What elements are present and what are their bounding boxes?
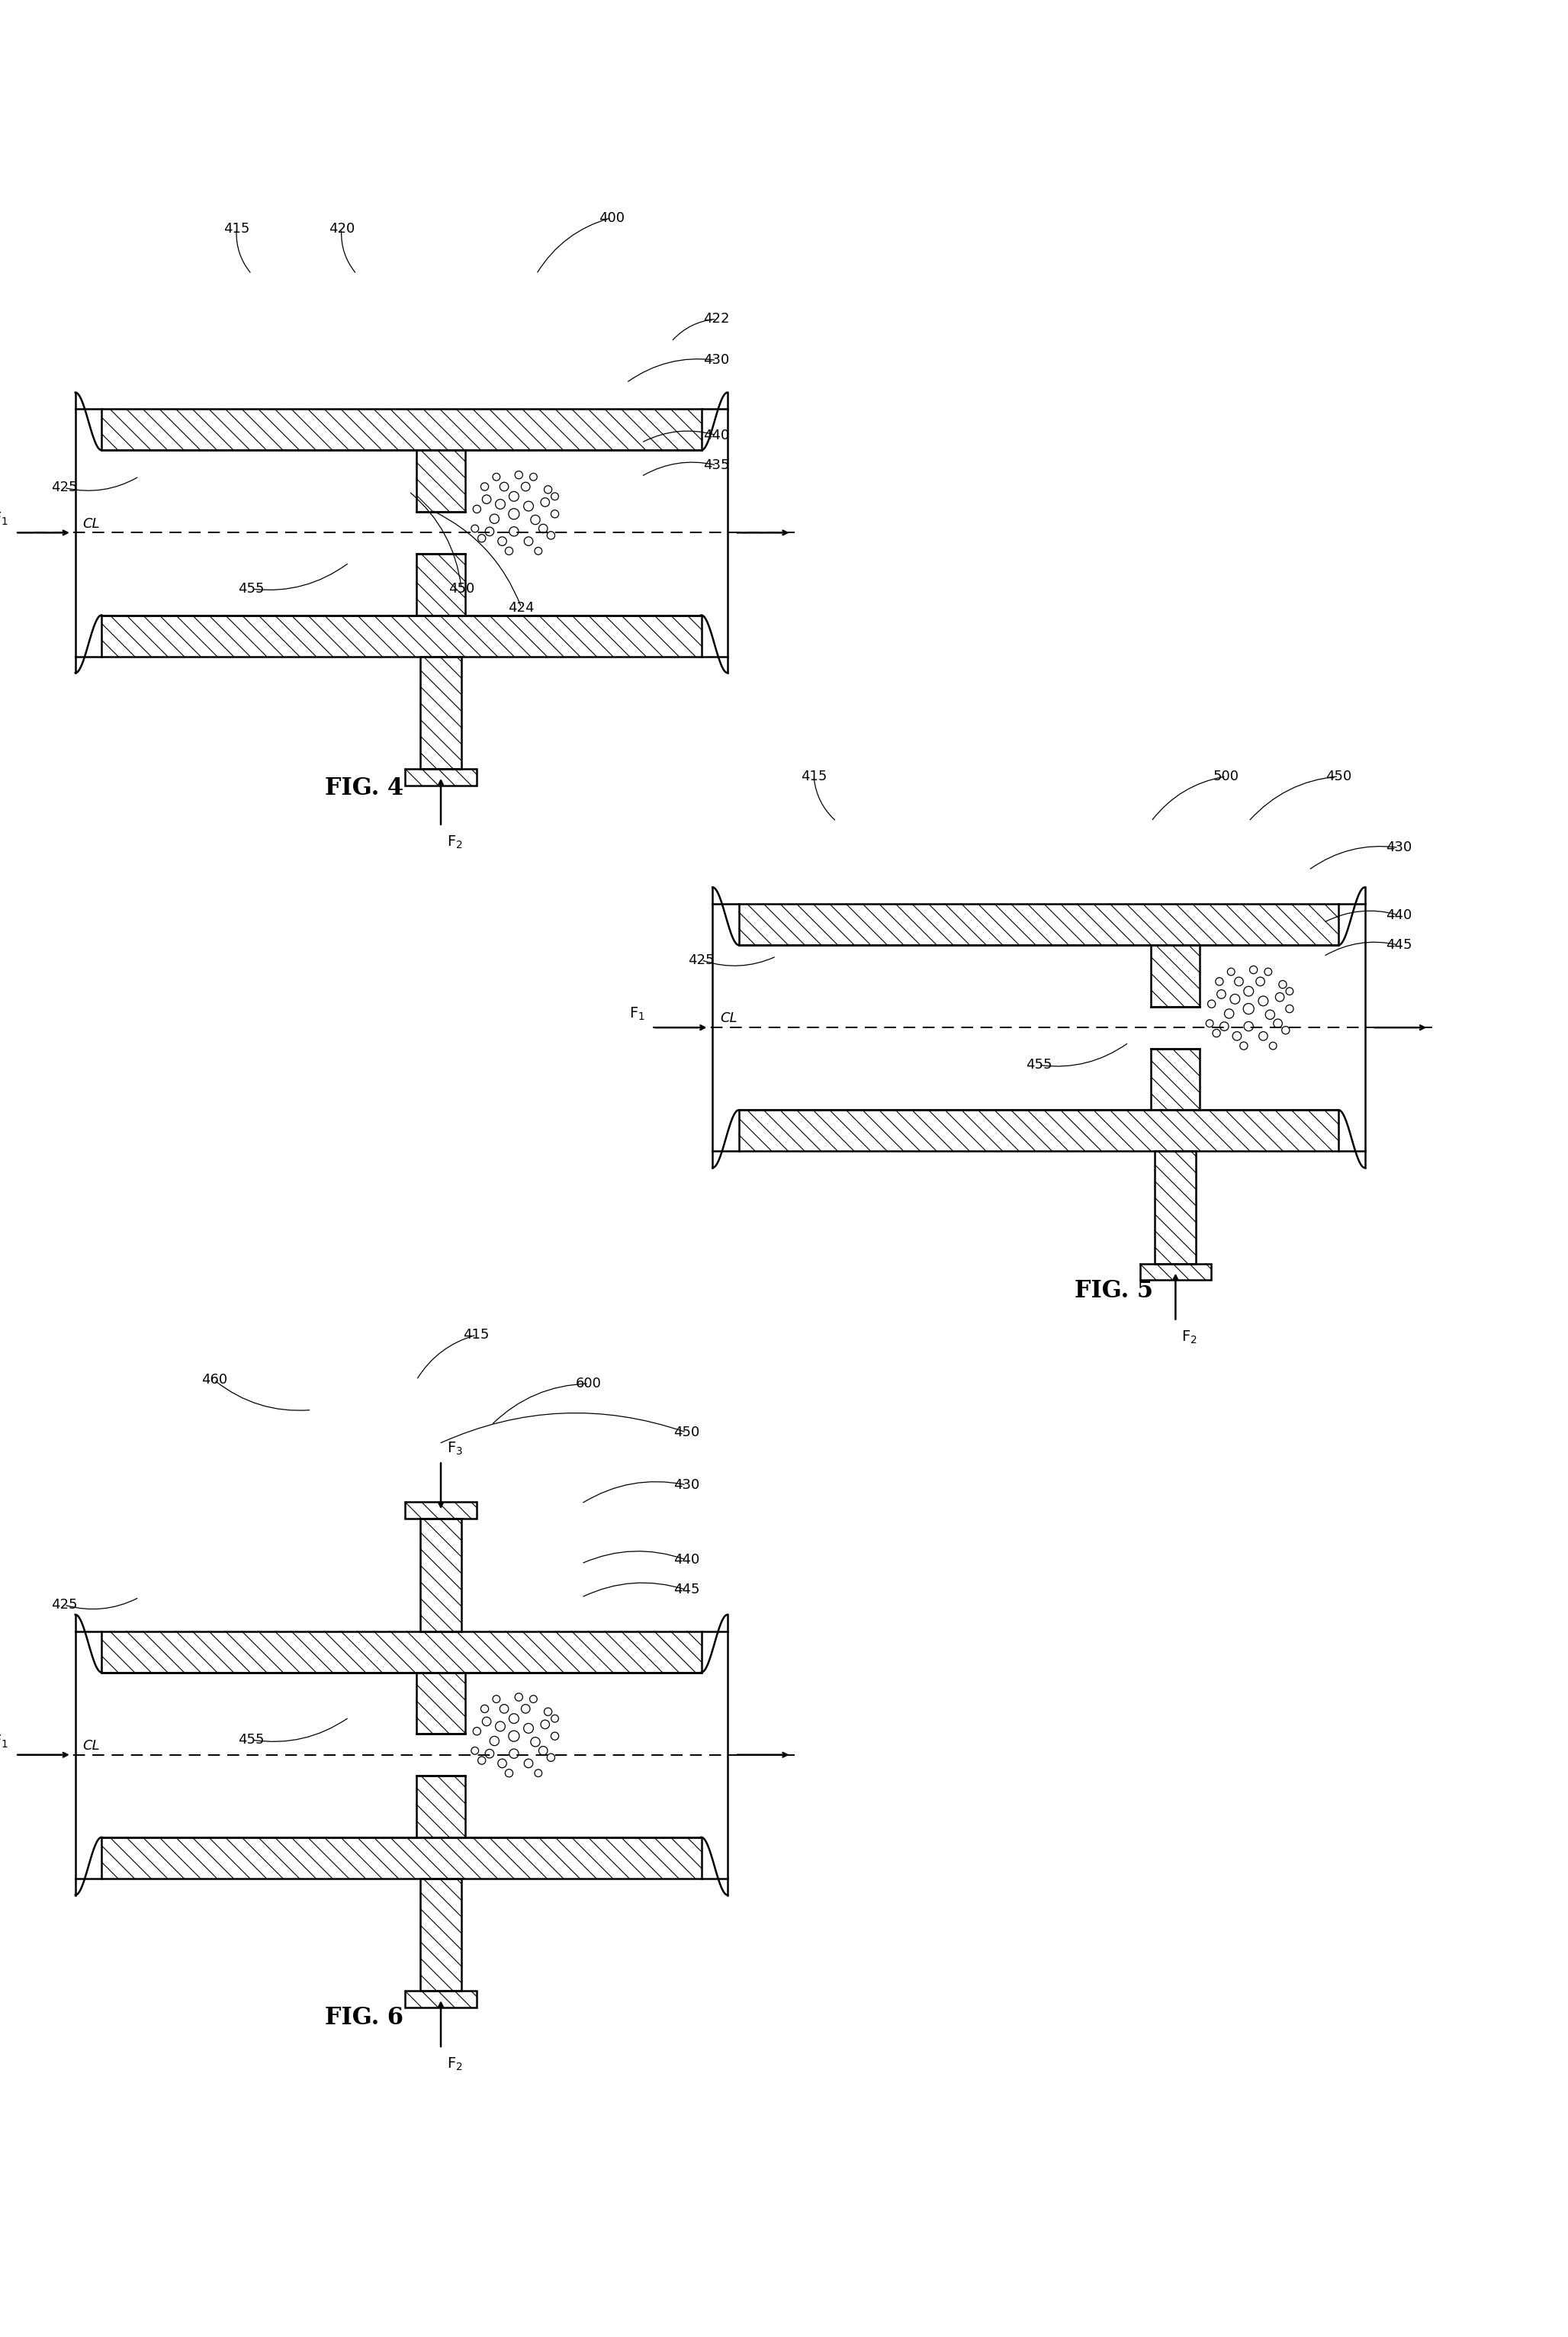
Polygon shape <box>405 769 477 785</box>
Text: 455: 455 <box>238 1734 265 1746</box>
Text: 415: 415 <box>463 1327 489 1341</box>
Polygon shape <box>417 1673 466 1734</box>
Polygon shape <box>102 409 701 451</box>
Text: 450: 450 <box>448 582 475 596</box>
Text: 450: 450 <box>673 1426 699 1440</box>
Polygon shape <box>1151 944 1200 1007</box>
Text: 450: 450 <box>1325 769 1352 783</box>
Polygon shape <box>739 1110 1339 1152</box>
Polygon shape <box>1151 1049 1200 1110</box>
Text: FIG. 6: FIG. 6 <box>325 2005 403 2029</box>
Text: CL: CL <box>720 1012 737 1026</box>
Polygon shape <box>420 657 461 769</box>
Text: 500: 500 <box>1214 769 1239 783</box>
Text: 422: 422 <box>702 313 729 325</box>
Text: 425: 425 <box>688 953 715 968</box>
Text: $\mathregular{F_1}$: $\mathregular{F_1}$ <box>0 1734 8 1750</box>
Text: 455: 455 <box>238 582 265 596</box>
Polygon shape <box>420 1879 461 1991</box>
Text: FIG. 5: FIG. 5 <box>1074 1278 1152 1302</box>
Text: 420: 420 <box>328 222 354 236</box>
Text: $\mathregular{F_2}$: $\mathregular{F_2}$ <box>447 2057 463 2073</box>
Polygon shape <box>405 1503 477 1519</box>
Polygon shape <box>739 904 1339 944</box>
Text: CL: CL <box>83 1739 100 1753</box>
Text: 400: 400 <box>599 210 624 224</box>
Text: 415: 415 <box>801 769 826 783</box>
Polygon shape <box>417 554 466 615</box>
Text: 445: 445 <box>1386 937 1411 951</box>
Text: 460: 460 <box>201 1374 227 1386</box>
Polygon shape <box>417 1776 466 1837</box>
Text: $\mathregular{F_2}$: $\mathregular{F_2}$ <box>1182 1330 1198 1346</box>
Polygon shape <box>1156 1152 1196 1264</box>
Text: 425: 425 <box>50 481 77 495</box>
Text: 415: 415 <box>223 222 249 236</box>
Text: 440: 440 <box>673 1554 699 1566</box>
Text: $\mathregular{F_1}$: $\mathregular{F_1}$ <box>0 512 8 528</box>
Text: 445: 445 <box>673 1582 699 1596</box>
Text: 440: 440 <box>704 428 729 442</box>
Polygon shape <box>405 1991 477 2007</box>
Polygon shape <box>420 1519 461 1631</box>
Polygon shape <box>102 615 701 657</box>
Text: 424: 424 <box>508 601 535 615</box>
Text: $\mathregular{F_1}$: $\mathregular{F_1}$ <box>629 1005 644 1021</box>
Text: CL: CL <box>83 516 100 530</box>
Polygon shape <box>102 1631 701 1673</box>
Polygon shape <box>417 451 466 512</box>
Text: 600: 600 <box>575 1376 602 1391</box>
Text: FIG. 4: FIG. 4 <box>325 776 403 799</box>
Text: 430: 430 <box>704 353 729 367</box>
Text: 455: 455 <box>1025 1059 1052 1073</box>
Polygon shape <box>102 1837 701 1879</box>
Text: 440: 440 <box>1386 909 1411 921</box>
Text: 430: 430 <box>673 1477 699 1491</box>
Text: 435: 435 <box>702 458 729 472</box>
Text: $\mathregular{F_3}$: $\mathregular{F_3}$ <box>447 1442 463 1458</box>
Text: $\mathregular{F_2}$: $\mathregular{F_2}$ <box>447 834 463 851</box>
Text: 430: 430 <box>1386 841 1411 855</box>
Polygon shape <box>1140 1264 1210 1281</box>
Text: 425: 425 <box>50 1599 77 1613</box>
